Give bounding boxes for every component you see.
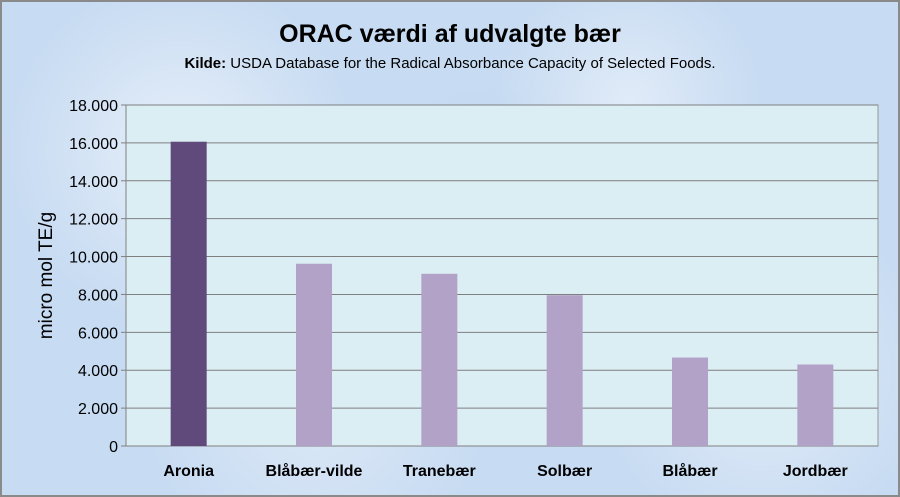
y-tick-label: 18.000 (69, 98, 118, 115)
x-tick-label: Jordbær (783, 463, 848, 480)
y-tick-label: 8.000 (78, 287, 118, 304)
y-tick-label: 14.000 (69, 174, 118, 191)
bar-jordbær (797, 364, 834, 446)
y-axis-label: micro mol TE/g (36, 212, 57, 339)
bar-blåbær (672, 357, 708, 446)
y-tick-label: 0 (109, 439, 118, 456)
gridlines (126, 104, 878, 447)
x-tick-label: Aronia (163, 463, 214, 480)
subtitle-source-text: USDA Database for the Radical Absorbance… (226, 55, 716, 72)
x-tick-label: Solbær (537, 463, 592, 480)
bar-aronia (170, 141, 207, 446)
bar-solbær (546, 295, 583, 446)
bar-tranebær (421, 273, 458, 446)
bars (170, 141, 834, 446)
y-axis-ticks: 0 2.000 4.000 6.000 8.000 10.000 12.000 14.000 1… (69, 98, 127, 456)
x-tick-label: Blåbær-vilde (266, 462, 363, 480)
x-axis-ticks: Aronia Blåbær-vilde Tranebær Solbær Blåbær Jo… (163, 462, 847, 480)
y-tick-label: 12.000 (69, 212, 118, 229)
bar-blåbær-vilde (296, 263, 332, 446)
chart-title: ORAC værdi af udvalgte bær (279, 20, 621, 48)
y-tick-label: 16.000 (69, 136, 118, 153)
y-tick-label: 2.000 (78, 401, 118, 418)
chart-subtitle: Kilde: USDA Database for the Radical Abs… (0, 55, 900, 72)
x-tick-label: Blåbær (662, 462, 717, 480)
y-tick-label: 6.000 (78, 325, 118, 342)
y-tick-label: 10.000 (69, 250, 118, 267)
plot-area (125, 104, 879, 447)
x-tick-label: Tranebær (403, 463, 476, 480)
subtitle-source-label: Kilde: (184, 55, 227, 72)
y-tick-label: 4.000 (78, 363, 118, 380)
